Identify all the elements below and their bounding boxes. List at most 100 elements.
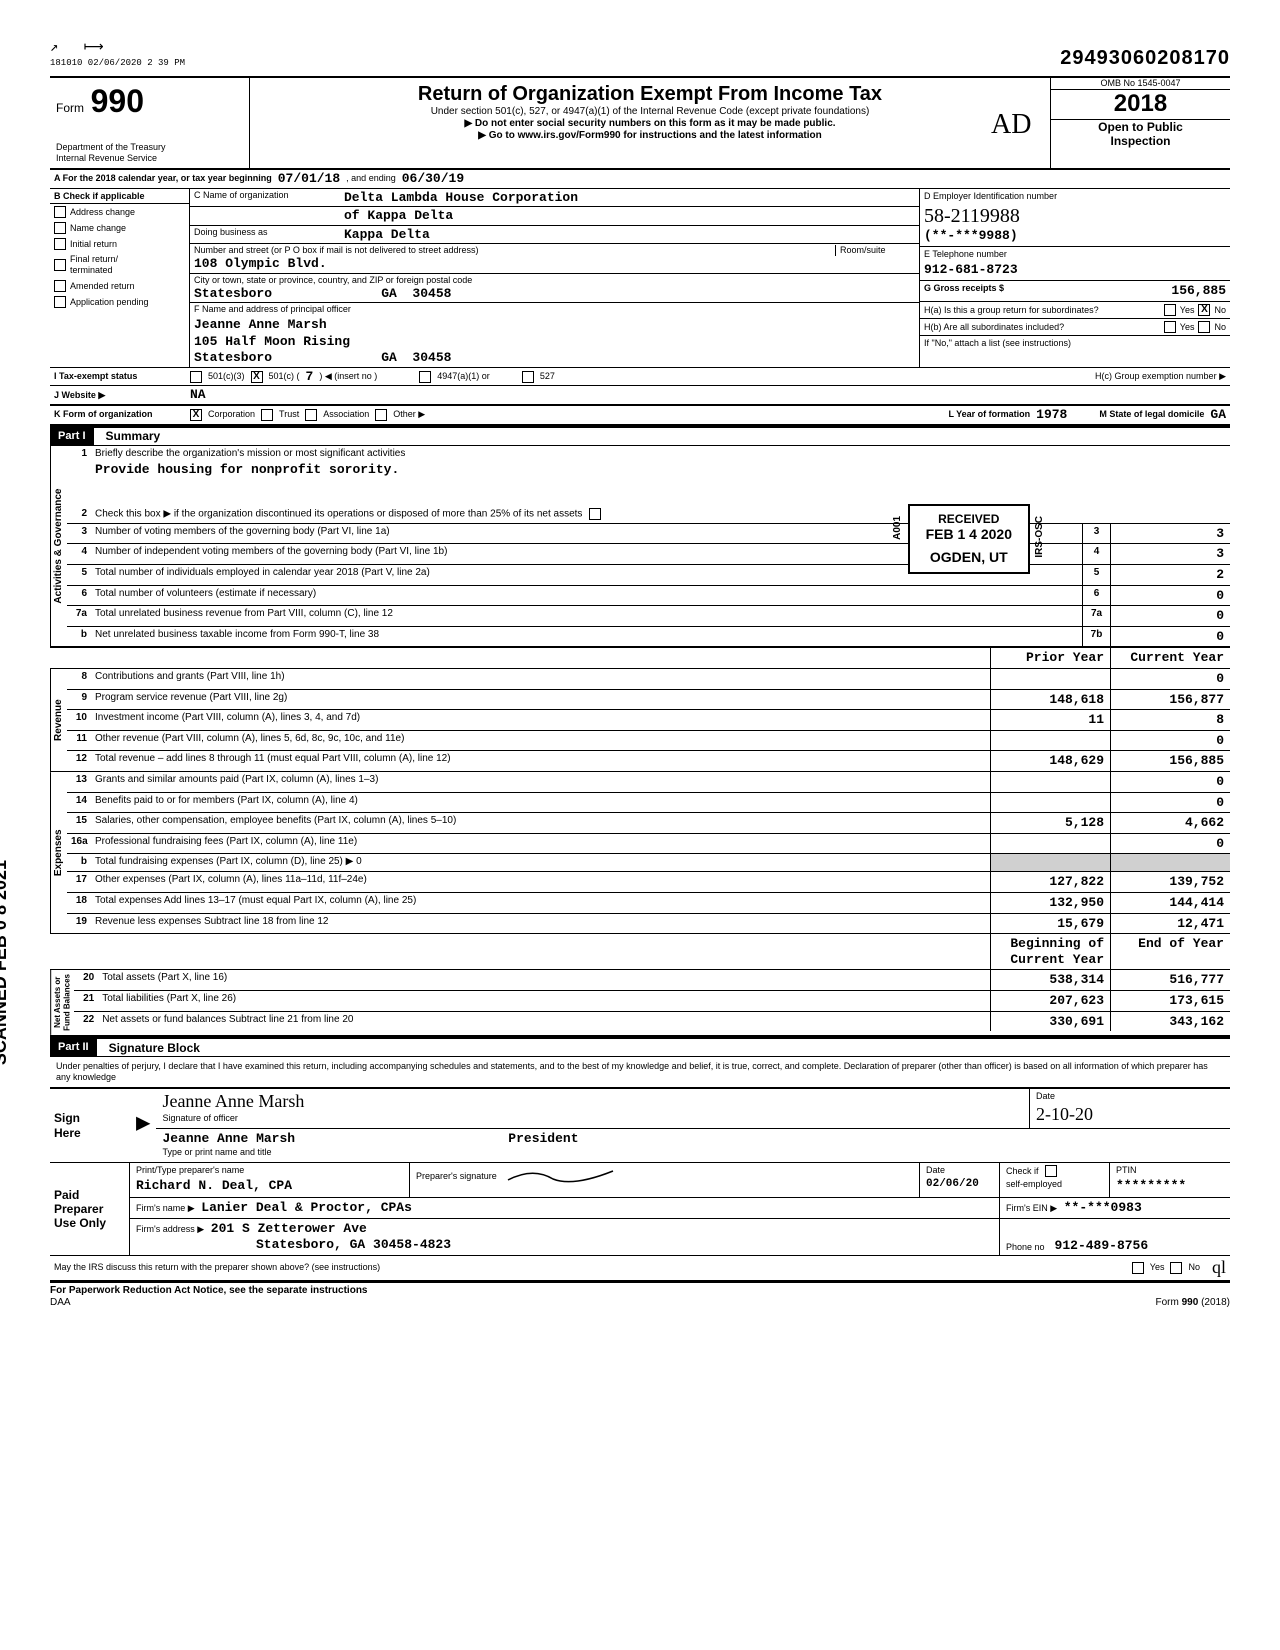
perjury-declaration: Under penalties of perjury, I declare th… [50, 1057, 1230, 1087]
part2-title: Signature Block [109, 1041, 200, 1055]
row-desc: Total revenue – add lines 8 through 11 (… [91, 751, 990, 771]
column-b-checkboxes: B Check if applicable Address change Nam… [50, 189, 190, 367]
check-501c[interactable]: X [251, 371, 263, 383]
check-address-change[interactable] [54, 206, 66, 218]
street-value: 108 Olympic Blvd. [194, 256, 915, 272]
column-c-org-info: C Name of organizationDelta Lambda House… [190, 189, 920, 367]
ha-no[interactable]: X [1198, 304, 1210, 316]
row-desc: Total assets (Part X, line 16) [98, 970, 990, 990]
part1-title: Summary [106, 429, 161, 443]
self-employed-label: self-employed [1006, 1179, 1062, 1189]
officer-printed-name: Jeanne Anne Marsh [162, 1131, 295, 1146]
check-corp[interactable]: X [190, 409, 202, 421]
officer-title: President [508, 1131, 578, 1146]
row-prior [990, 834, 1110, 854]
sign-arrow-icon: ▶ [130, 1089, 156, 1162]
line-a-label: A For the 2018 calendar year, or tax yea… [54, 173, 272, 184]
h-note: If "No," attach a list (see instructions… [924, 338, 1071, 348]
table-row: 22Net assets or fund balances Subtract l… [74, 1012, 1230, 1032]
k-assoc: Association [323, 409, 369, 420]
hb-yes[interactable] [1164, 321, 1176, 333]
row-num: 10 [67, 710, 91, 730]
check-4947[interactable] [419, 371, 431, 383]
row-desc: Total fundraising expenses (Part IX, col… [91, 854, 990, 871]
website-value: NA [190, 387, 206, 403]
row-prior [990, 669, 1110, 689]
handwritten-initials: AD [991, 108, 1031, 142]
k-corp: Corporation [208, 409, 255, 420]
hb-no-label: No [1214, 322, 1226, 333]
table-row: 14Benefits paid to or for members (Part … [67, 793, 1230, 814]
row-desc: Grants and similar amounts paid (Part IX… [91, 772, 990, 792]
officer-street: 105 Half Moon Rising [194, 334, 350, 349]
table-row: 13Grants and similar amounts paid (Part … [67, 772, 1230, 793]
check-initial-return[interactable] [54, 238, 66, 250]
part2-head: Part II [50, 1039, 97, 1056]
check-name-change[interactable] [54, 222, 66, 234]
city-label: City or town, state or province, country… [194, 275, 915, 286]
may-yes[interactable] [1132, 1262, 1144, 1274]
firm-ein: **-***0983 [1064, 1200, 1142, 1215]
table-row: 17Other expenses (Part IX, column (A), l… [67, 872, 1230, 893]
row-current: 8 [1110, 710, 1230, 730]
check-discontinued[interactable] [589, 508, 601, 520]
row-prior: 5,128 [990, 813, 1110, 833]
f-label: F Name and address of principal officer [194, 304, 351, 314]
check-other[interactable] [375, 409, 387, 421]
ha-yes[interactable] [1164, 304, 1176, 316]
col-current-year: Current Year [1110, 648, 1230, 668]
city-value: Statesboro GA 30458 [194, 286, 915, 302]
row-desc: Net assets or fund balances Subtract lin… [98, 1012, 990, 1032]
b-header: B Check if applicable [50, 189, 189, 205]
may-no[interactable] [1170, 1262, 1182, 1274]
tax-year-begin: 07/01/18 [278, 171, 340, 187]
row-current: 0 [1110, 772, 1230, 792]
vlabel-net-assets: Net Assets or Fund Balances [50, 970, 74, 1035]
row-num: 22 [74, 1012, 98, 1032]
stamp-side-irs: IRS-OSC [1034, 516, 1046, 558]
c-name-label: C Name of organization [194, 190, 344, 206]
hb-no[interactable] [1198, 321, 1210, 333]
check-amended[interactable] [54, 280, 66, 292]
table-row: 8Contributions and grants (Part VIII, li… [67, 669, 1230, 690]
row-prior: 330,691 [990, 1012, 1110, 1032]
vlabel-governance: Activities & Governance [50, 446, 67, 647]
row-prior: 538,314 [990, 970, 1110, 990]
col-end-year: End of Year [1110, 934, 1230, 969]
gross-receipts: 156,885 [1171, 283, 1226, 299]
row-current: 343,162 [1110, 1012, 1230, 1032]
paid-preparer-label: Paid Preparer Use Only [50, 1163, 130, 1255]
dept-irs: Internal Revenue Service [56, 153, 243, 164]
ptin-value: ********* [1116, 1178, 1186, 1193]
line2-desc: Check this box ▶ if the organization dis… [95, 508, 582, 519]
check-527[interactable] [522, 371, 534, 383]
check-app-pending[interactable] [54, 296, 66, 308]
row-prior: 15,679 [990, 914, 1110, 934]
table-row: 10Investment income (Part VIII, column (… [67, 710, 1230, 731]
d-ein-label: D Employer Identification number [924, 191, 1057, 201]
vlabel-revenue: Revenue [50, 669, 67, 771]
check-trust[interactable] [261, 409, 273, 421]
row-num: 8 [67, 669, 91, 689]
col-begin-year: Beginning of Current Year [990, 934, 1110, 969]
row-prior: 148,629 [990, 751, 1110, 771]
line7a-val: 0 [1110, 606, 1230, 626]
table-row: 12Total revenue – add lines 8 through 11… [67, 751, 1230, 771]
check-assoc[interactable] [305, 409, 317, 421]
line5-val: 2 [1110, 565, 1230, 585]
may-discuss-label: May the IRS discuss this return with the… [54, 1262, 1126, 1273]
k-trust: Trust [279, 409, 299, 420]
line7a-desc: Total unrelated business revenue from Pa… [91, 606, 1082, 626]
check-final-return[interactable] [54, 259, 66, 271]
check-self-employed[interactable] [1045, 1165, 1057, 1177]
form-subtitle-2: ▶ Do not enter social security numbers o… [260, 118, 1040, 130]
check-501c3[interactable] [190, 371, 202, 383]
dba-value: Kappa Delta [344, 227, 430, 243]
row-desc: Professional fundraising fees (Part IX, … [91, 834, 990, 854]
row-num: 20 [74, 970, 98, 990]
row-num: 17 [67, 872, 91, 892]
row-prior: 132,950 [990, 893, 1110, 913]
table-row: 20Total assets (Part X, line 16)538,3145… [74, 970, 1230, 991]
row-current: 156,885 [1110, 751, 1230, 771]
check-self-label: Check if [1006, 1166, 1039, 1176]
